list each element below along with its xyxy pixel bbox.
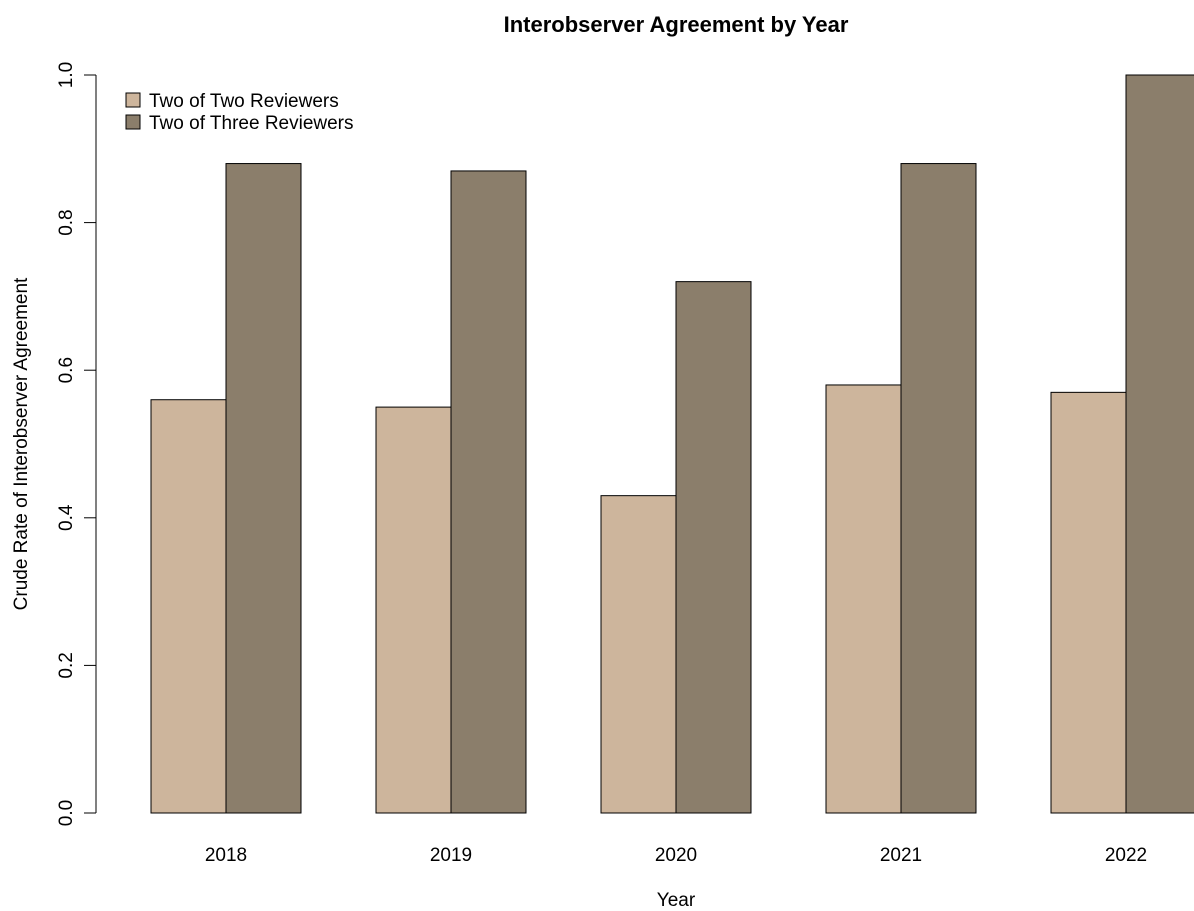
bars xyxy=(150,74,1194,814)
x-axis-label: Year xyxy=(657,890,696,911)
legend-swatch xyxy=(125,114,141,130)
y-axis-label: Crude Rate of Interobserver Agreement xyxy=(11,277,32,610)
y-tick-label: 0.8 xyxy=(56,209,77,235)
y-tick-label: 1.0 xyxy=(56,62,77,88)
bar-2022-series-1 xyxy=(1050,391,1127,814)
legend-label: Two of Three Reviewers xyxy=(149,113,354,134)
x-tick-label: 2022 xyxy=(1105,845,1147,866)
y-tick-label: 0.6 xyxy=(56,357,77,383)
legend-swatch xyxy=(125,92,141,108)
legend-label: Two of Two Reviewers xyxy=(149,91,339,112)
y-tick-label: 0.0 xyxy=(56,800,77,826)
x-tick-label: 2021 xyxy=(880,845,922,866)
bar-2021-series-2 xyxy=(900,163,977,814)
y-axis: 0.0 0.2 0.4 0.6 0.8 1.0 xyxy=(56,62,97,826)
bar-2018-series-1 xyxy=(150,399,227,814)
y-tick-label: 0.4 xyxy=(56,504,77,531)
bar-2019-series-1 xyxy=(375,406,452,814)
bar-2020-series-2 xyxy=(675,281,752,814)
bar-2018-series-2 xyxy=(225,163,302,814)
x-axis-ticks: 2018 2019 2020 2021 2022 xyxy=(205,845,1147,866)
x-tick-label: 2019 xyxy=(430,845,472,866)
chart-title: Interobserver Agreement by Year xyxy=(504,12,849,37)
bar-2020-series-1 xyxy=(600,495,677,814)
x-tick-label: 2018 xyxy=(205,845,247,866)
y-tick-label: 0.2 xyxy=(56,652,77,678)
bar-2019-series-2 xyxy=(450,170,527,814)
x-tick-label: 2020 xyxy=(655,845,697,866)
bar-2021-series-1 xyxy=(825,384,902,814)
bar-2022-series-2 xyxy=(1125,74,1194,814)
